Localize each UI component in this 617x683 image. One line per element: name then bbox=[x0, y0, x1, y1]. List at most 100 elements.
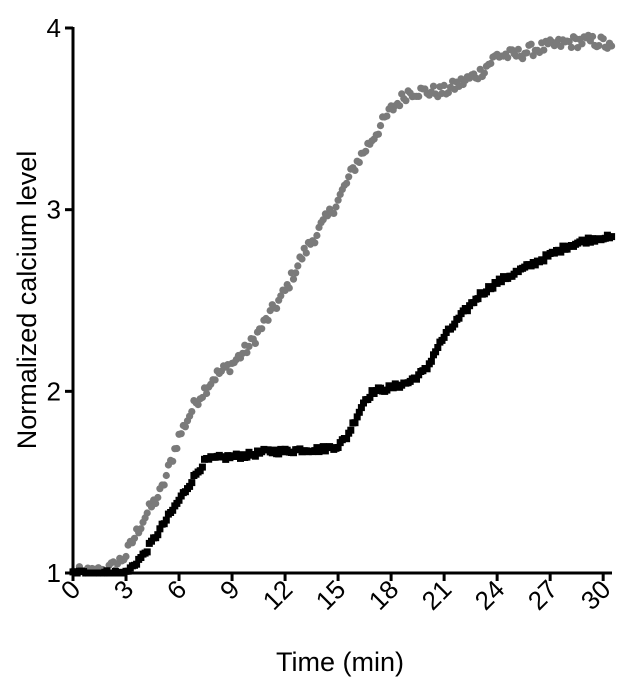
data-point bbox=[455, 314, 463, 322]
x-tick-label: 6 bbox=[161, 574, 192, 605]
data-point bbox=[480, 69, 488, 77]
data-point bbox=[608, 233, 616, 241]
data-point bbox=[432, 348, 440, 356]
data-point bbox=[351, 419, 359, 427]
x-axis-title: Time (min) bbox=[276, 647, 404, 677]
data-point bbox=[357, 404, 365, 412]
data-point bbox=[198, 463, 206, 471]
data-point bbox=[345, 173, 353, 181]
data-point bbox=[186, 482, 194, 490]
series-1 bbox=[69, 231, 616, 577]
x-tick-label: 9 bbox=[214, 574, 245, 605]
data-point bbox=[355, 158, 363, 166]
data-point bbox=[243, 453, 251, 461]
data-point bbox=[531, 261, 539, 269]
data-point bbox=[429, 82, 438, 90]
x-tick-label: 24 bbox=[469, 574, 511, 616]
data-point bbox=[599, 35, 607, 43]
data-point bbox=[557, 248, 565, 256]
data-point bbox=[319, 443, 327, 451]
data-point bbox=[188, 479, 196, 487]
data-point bbox=[302, 249, 310, 257]
data-point bbox=[137, 525, 145, 533]
data-point bbox=[483, 288, 490, 296]
data-point bbox=[595, 42, 603, 50]
data-points bbox=[69, 31, 616, 577]
data-point bbox=[133, 560, 141, 568]
data-point bbox=[489, 284, 497, 292]
y-tick-label: 2 bbox=[47, 376, 61, 406]
data-point bbox=[413, 375, 420, 383]
data-point bbox=[434, 344, 442, 351]
data-point bbox=[557, 42, 565, 51]
data-point bbox=[175, 496, 183, 504]
data-point bbox=[273, 304, 281, 312]
data-point bbox=[589, 32, 597, 41]
data-point bbox=[258, 325, 266, 333]
data-point bbox=[156, 525, 164, 533]
data-point bbox=[374, 130, 382, 138]
data-point bbox=[292, 269, 300, 277]
data-point bbox=[251, 452, 259, 460]
x-tick-label: 27 bbox=[522, 574, 564, 616]
data-point bbox=[540, 257, 548, 265]
data-point bbox=[582, 239, 590, 247]
data-point bbox=[243, 349, 251, 357]
data-point bbox=[523, 49, 531, 57]
data-point bbox=[313, 231, 321, 240]
data-point bbox=[162, 516, 170, 524]
data-point bbox=[389, 384, 397, 392]
data-point bbox=[497, 278, 505, 286]
data-point bbox=[423, 365, 431, 373]
data-point bbox=[440, 333, 448, 341]
data-point bbox=[334, 196, 342, 204]
data-point bbox=[251, 339, 259, 347]
data-point bbox=[194, 401, 202, 409]
data-point bbox=[440, 81, 448, 89]
data-point bbox=[366, 393, 374, 401]
data-point bbox=[565, 38, 573, 46]
x-tick-label: 0 bbox=[55, 574, 86, 605]
data-point bbox=[313, 444, 321, 452]
data-point bbox=[474, 295, 482, 303]
data-point bbox=[343, 435, 351, 443]
y-axis-title: Normalized calcium level bbox=[12, 151, 42, 450]
x-tick-label: 18 bbox=[363, 574, 405, 616]
data-point bbox=[271, 446, 278, 454]
data-point bbox=[173, 444, 181, 453]
data-point bbox=[383, 112, 391, 120]
data-point bbox=[383, 386, 391, 394]
x-tick-label: 3 bbox=[108, 574, 139, 605]
data-point bbox=[527, 40, 535, 48]
data-point bbox=[275, 450, 283, 458]
data-point bbox=[493, 279, 501, 287]
x-tick-label: 15 bbox=[310, 574, 352, 616]
data-point bbox=[211, 376, 219, 384]
data-point bbox=[586, 238, 594, 246]
data-point bbox=[567, 43, 576, 52]
data-point bbox=[415, 92, 423, 100]
data-point bbox=[347, 426, 355, 434]
data-point bbox=[332, 203, 340, 211]
x-tick-label: 21 bbox=[416, 574, 458, 616]
data-point bbox=[298, 255, 306, 263]
data-point bbox=[160, 520, 168, 528]
series-0 bbox=[69, 31, 616, 577]
data-point bbox=[154, 493, 162, 502]
data-point bbox=[376, 122, 385, 130]
data-point bbox=[334, 444, 342, 451]
data-point bbox=[321, 447, 329, 455]
x-tick-label: 30 bbox=[575, 574, 617, 616]
data-point bbox=[396, 102, 404, 110]
data-point bbox=[169, 506, 177, 514]
data-point bbox=[188, 408, 196, 416]
y-tick-label: 1 bbox=[47, 558, 61, 588]
data-point bbox=[353, 413, 361, 421]
data-point bbox=[514, 45, 522, 53]
data-point bbox=[285, 284, 293, 292]
data-point bbox=[196, 467, 204, 475]
data-point bbox=[162, 471, 170, 480]
data-point bbox=[277, 292, 285, 300]
